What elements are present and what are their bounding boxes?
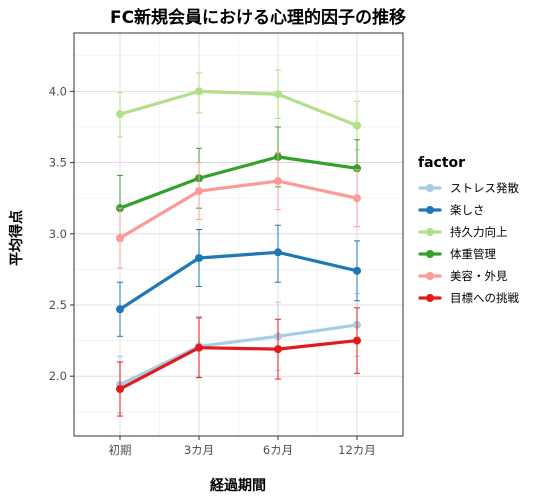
data-point: [195, 253, 203, 262]
y-tick-label: 4.0: [49, 84, 67, 98]
legend-point: [426, 184, 434, 192]
data-point: [274, 248, 282, 257]
chart-title: FC新規会員における心理的因子の推移: [110, 7, 406, 28]
legend-point: [426, 228, 434, 236]
series-line: [118, 323, 359, 387]
x-tick-label: 6カ月: [263, 443, 293, 457]
x-tick-label: 3カ月: [184, 443, 214, 457]
legend-item: 体重管理: [418, 247, 496, 261]
legend-item: 楽しさ: [418, 203, 485, 217]
legend-label: 美容・外見: [450, 269, 508, 283]
series-2: [116, 224, 361, 337]
data-point: [195, 187, 203, 196]
series-line: [118, 155, 359, 210]
data-point: [116, 234, 124, 243]
data-point: [195, 343, 203, 352]
series-3: [116, 69, 361, 151]
data-point: [353, 336, 361, 345]
data-point: [274, 90, 282, 99]
legend-point: [426, 206, 434, 214]
plot-border: [73, 32, 404, 437]
data-point: [353, 121, 361, 130]
series-line: [118, 89, 359, 128]
legend-item: ストレス発散: [418, 181, 519, 195]
series-5: [116, 152, 361, 269]
data-point: [353, 266, 361, 275]
data-point: [353, 194, 361, 203]
y-tick-label: 2.0: [49, 369, 67, 383]
legend-label: 体重管理: [450, 247, 496, 261]
legend-title: factor: [418, 155, 465, 171]
plot-area: 2.0 2.5 3.0 3.5 4.0 初期 3カ月 6カ月 12カ月: [49, 32, 404, 457]
y-tick-label: 3.5: [49, 156, 67, 170]
legend-point: [426, 250, 434, 258]
y-axis-title: 平均得点: [8, 210, 25, 266]
legend-item: 目標への挑戦: [418, 291, 519, 305]
data-point: [116, 305, 124, 314]
data-point: [116, 385, 124, 394]
data-point: [274, 177, 282, 186]
data-point: [353, 164, 361, 173]
series-6: [116, 307, 361, 417]
y-tick-label: 2.5: [49, 298, 67, 312]
legend-label: ストレス発散: [450, 181, 519, 195]
series-line: [118, 338, 359, 391]
legend-point: [426, 272, 434, 280]
x-axis-title: 経過期間: [210, 477, 266, 494]
series-line: [118, 250, 359, 311]
data-point: [116, 110, 124, 119]
data-point: [274, 345, 282, 354]
series-line: [118, 179, 359, 240]
x-tick-label: 12カ月: [338, 443, 376, 457]
series-4: [116, 126, 361, 242]
legend-point: [426, 294, 434, 302]
x-tick-label: 初期: [109, 443, 132, 457]
legend-label: 楽しさ: [450, 203, 485, 217]
legend-label: 目標への挑戦: [450, 291, 519, 305]
axes: 2.0 2.5 3.0 3.5 4.0 初期 3カ月 6カ月 12カ月: [49, 84, 376, 457]
data-point: [195, 87, 203, 96]
y-tick-label: 3.0: [49, 227, 67, 241]
legend-item: 美容・外見: [418, 269, 508, 283]
legend-item: 持久力向上: [418, 225, 508, 239]
legend-label: 持久力向上: [450, 225, 508, 239]
